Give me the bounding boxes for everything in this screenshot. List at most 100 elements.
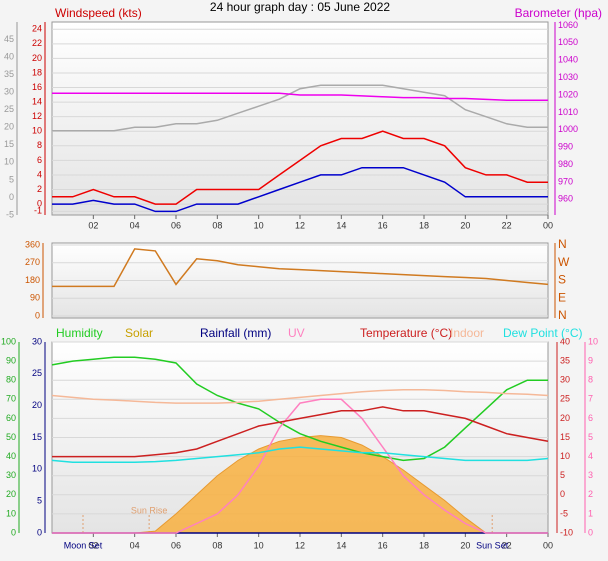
tick-label: 980 [558,159,573,169]
legend-entry: Indoor [450,326,484,340]
tick-label: 40 [4,51,14,61]
tick-label: 1030 [558,72,578,82]
tick-label: 20 [560,413,570,423]
tick-label: -1 [34,206,42,216]
tick-label: 7 [588,394,593,404]
tick-label: 14 [32,96,42,106]
line [52,406,549,458]
tick-label: 25 [4,104,14,114]
tick-label: 10 [588,336,598,346]
x-tick-label: 16 [378,220,388,230]
tick-label: -5 [560,508,568,518]
tick-label: 15 [4,139,14,149]
tick-label: 35 [4,69,14,79]
tick-label: 20 [6,489,16,499]
tick-label: 4 [588,451,593,461]
tick-label: 60 [6,413,16,423]
tick-label: 1040 [558,55,578,65]
tick-label: S [558,273,566,287]
annotation-label: Sun Rise [131,505,168,515]
tick-label: 0 [37,198,42,208]
tick-label: 5 [9,174,14,184]
x-tick-label: 10 [254,220,264,230]
tick-label: 40 [6,451,16,461]
tick-label: 18 [32,67,42,77]
tick-label: 45 [4,34,14,44]
tick-label: 0 [9,192,14,202]
line [52,84,548,132]
tick-label: N [558,308,567,322]
tick-label: 10 [32,126,42,136]
x-tick-label: 12 [295,220,305,230]
line [52,166,548,213]
tick-label: 2 [37,184,42,194]
tick-label: 2 [588,489,593,499]
tick-label: 5 [560,470,565,480]
tick-label: N [558,237,567,251]
tick-label: W [558,255,570,269]
tick-label: 0 [37,527,42,537]
tick-label: 1020 [558,89,578,99]
x-tick-label: 12 [295,540,305,550]
tick-label: 30 [4,87,14,97]
tick-label: 40 [560,336,570,346]
x-tick-label: 08 [212,220,222,230]
line [51,389,549,404]
tick-label: 5 [588,432,593,442]
legend-entry: Dew Point (°C) [503,326,582,340]
x-tick-label: 20 [460,220,470,230]
x-tick-label: 00 [543,220,553,230]
legend-entry: Rainfall (mm) [200,326,271,340]
tick-label: 15 [560,432,570,442]
tick-label: 24 [32,24,42,34]
tick-label: 3 [588,470,593,480]
line [52,248,549,288]
tick-label: 10 [32,464,42,474]
tick-label: 70 [6,394,16,404]
line [52,398,548,534]
legend-entry: UV [288,326,305,340]
x-tick-label: 14 [336,220,346,230]
tick-label: 8 [588,375,593,385]
tick-label: 20 [4,122,14,132]
x-tick-label: 04 [130,540,140,550]
tick-label: 960 [558,194,573,204]
tick-label: 100 [1,336,16,346]
tick-label: 1050 [558,37,578,47]
annotation-label: Sun Set [476,540,509,550]
tick-label: 6 [588,413,593,423]
tick-label: 1000 [558,124,578,134]
tick-label: 30 [6,470,16,480]
x-tick-label: 18 [419,540,429,550]
x-tick-label: 22 [502,220,512,230]
line [52,92,548,101]
x-tick-label: 14 [336,540,346,550]
tick-label: 12 [32,111,42,121]
tick-label: 10 [6,508,16,518]
x-tick-label: 02 [88,220,98,230]
tick-label: 30 [560,375,570,385]
tick-label: 15 [32,432,42,442]
x-tick-label: 22 [502,540,512,550]
tick-label: 1060 [558,20,578,30]
tick-label: 50 [6,432,16,442]
tick-label: 360 [25,239,40,249]
x-tick-label: 18 [419,220,429,230]
tick-label: 5 [37,496,42,506]
tick-label: -5 [6,209,14,219]
x-tick-label: 06 [171,540,181,550]
tick-label: 4 [37,169,42,179]
x-tick-label: 06 [171,220,181,230]
tick-label: 0 [35,310,40,320]
tick-label: 35 [560,355,570,365]
legend-entry: Humidity [56,326,103,340]
tick-label: 20 [32,53,42,63]
axis-title: Windspeed (kts) [55,6,142,20]
tick-label: 8 [37,140,42,150]
tick-label: 30 [32,336,42,346]
x-tick-label: 04 [130,220,140,230]
page-title: 24 hour graph day : 05 June 2022 [210,0,390,14]
tick-label: E [558,290,566,304]
x-tick-label: 16 [378,540,388,550]
tick-label: 1 [588,508,593,518]
